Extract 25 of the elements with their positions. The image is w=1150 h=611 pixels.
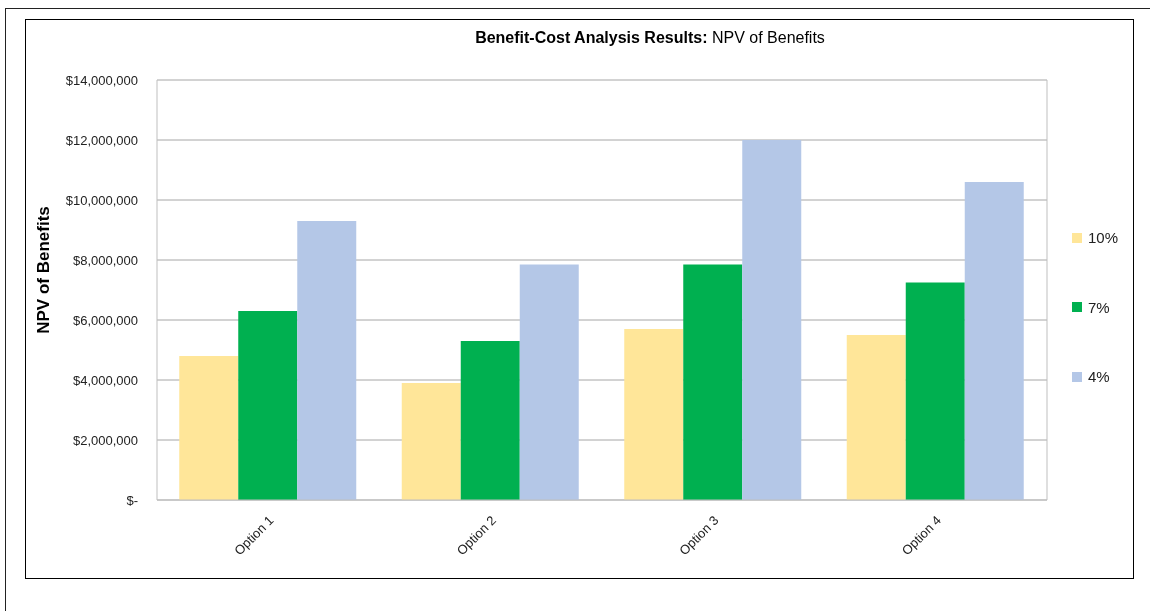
bar [964,182,1024,500]
y-tick-label: $14,000,000 [65,72,138,88]
y-tick-label: $2,000,000 [72,432,138,448]
bar [846,335,906,500]
bar [297,221,357,500]
bar [624,329,684,500]
y-axis-title: NPV of Benefits [34,206,54,334]
legend-label: 7% [1088,298,1110,316]
y-tick-label: $8,000,000 [72,252,138,268]
y-tick-label: $- [126,492,138,508]
chart-title: Benefit-Cost Analysis Results: NPV of Benefits [475,29,825,46]
y-tick-label: $6,000,000 [72,312,138,328]
y-tick-label: $12,000,000 [65,132,138,148]
bar [905,282,965,500]
bar [519,264,579,500]
bar [683,264,743,500]
y-tick-label: $4,000,000 [72,372,138,388]
bar [238,311,298,500]
bar [742,140,802,500]
legend-label: 10% [1088,229,1119,247]
bar [179,356,239,500]
bar [460,341,520,500]
y-tick-label: $10,000,000 [65,192,138,208]
legend-label: 4% [1088,368,1110,386]
bar [401,383,461,500]
